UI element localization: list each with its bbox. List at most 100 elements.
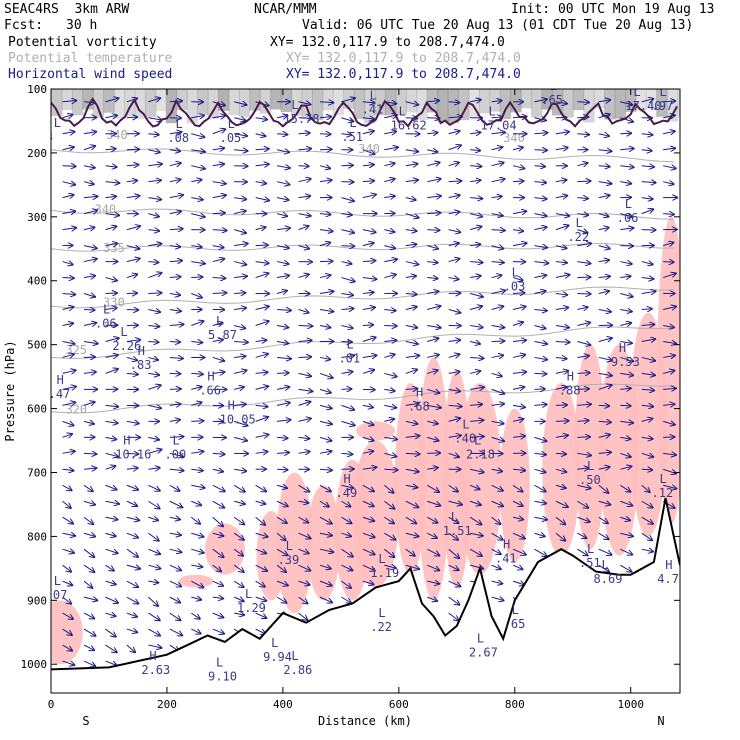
wind-vector (148, 357, 158, 360)
extremum-value: .05 (220, 131, 242, 145)
wind-vector (191, 262, 205, 264)
extremum-letter: L (216, 655, 223, 669)
wind-vector (169, 612, 181, 620)
wind-vector (341, 134, 351, 135)
wind-vector (512, 565, 523, 569)
wind-vector (663, 404, 674, 405)
wind-vector (620, 148, 633, 149)
wind-vector (298, 532, 311, 538)
extremum-letter: L (587, 542, 594, 556)
wind-vector (212, 580, 223, 586)
wind-vector (169, 310, 181, 312)
wind-speed-shade (458, 383, 502, 575)
wind-vector (276, 596, 286, 603)
extremum-value: 2.86 (283, 663, 312, 677)
wind-vector (577, 532, 586, 538)
wind-vector (491, 437, 504, 441)
wind-vector (663, 101, 675, 102)
extremum-value: 2.18 (466, 448, 495, 462)
wind-vector (276, 115, 287, 117)
wind-vector (234, 501, 245, 504)
theta-contour (51, 326, 675, 359)
wind-vector (620, 262, 631, 264)
wind-vector (427, 564, 439, 570)
wind-vector (598, 195, 610, 197)
wind-vector (62, 195, 74, 198)
wind-vector (255, 516, 265, 525)
wind-vector (255, 306, 269, 309)
wind-vector (105, 421, 117, 423)
wind-vector (362, 467, 376, 469)
wind-vector (83, 580, 92, 588)
pv-shade-cell (155, 89, 167, 111)
wind-vector (577, 181, 590, 182)
wind-vector (641, 469, 652, 470)
wind-vector (512, 147, 523, 149)
wind-vector (298, 451, 310, 453)
theta-contour (51, 383, 675, 414)
pv-shade-cell (217, 89, 230, 111)
wind-vector (212, 357, 224, 361)
wind-vector (491, 548, 501, 554)
wind-vector (148, 310, 160, 313)
extremum-value: .65 (504, 617, 526, 631)
wind-vector (62, 564, 71, 572)
wind-vector (83, 501, 95, 504)
wind-vector (470, 166, 481, 167)
wind-vector (62, 402, 76, 405)
wind-vector (62, 307, 74, 310)
wind-vector (362, 370, 374, 374)
wind-vector (577, 420, 588, 421)
wind-vector (319, 405, 332, 408)
wind-vector (534, 246, 547, 248)
wind-vector (298, 373, 311, 376)
wind-vector (169, 484, 180, 491)
wind-vector (298, 274, 309, 277)
wind-vector (148, 118, 161, 120)
wind-vector (62, 323, 74, 325)
wind-vector (577, 307, 587, 309)
wind-vector (105, 278, 116, 281)
wind-vector (191, 501, 201, 505)
wind-vector (105, 548, 117, 553)
wind-vector (276, 150, 289, 153)
wind-vector (277, 452, 289, 453)
wind-vector (555, 371, 568, 374)
wind-vector (384, 259, 397, 261)
wind-vector (641, 500, 653, 507)
wind-vector (555, 294, 567, 295)
wind-vector (255, 484, 266, 491)
wind-vector (641, 278, 654, 279)
wind-vector (169, 453, 183, 456)
extremum-value: .68 (408, 400, 430, 414)
wind-vector (362, 243, 374, 246)
wind-vector (577, 356, 589, 358)
wind-vector (491, 147, 503, 150)
wind-vector (83, 341, 98, 343)
wind-vector (448, 102, 460, 103)
wind-vector (255, 198, 269, 201)
wind-vector (126, 196, 139, 198)
wind-vector (384, 325, 396, 326)
wind-vector (534, 437, 546, 441)
wind-vector (663, 148, 675, 150)
wind-vector (83, 564, 94, 572)
wind-vector (62, 434, 72, 437)
wind-vector (276, 532, 286, 540)
wind-vector (426, 484, 439, 492)
init-time: Init: 00 UTC Mon 19 Aug 13 (511, 2, 715, 17)
extremum-value: 17.40 (625, 99, 661, 113)
wind-vector (491, 565, 501, 569)
wind-vector (62, 341, 75, 343)
wind-vector (427, 213, 440, 214)
wind-vector (148, 273, 161, 279)
wind-vector (105, 405, 118, 406)
wind-vector (83, 468, 96, 469)
wind-vector (534, 275, 546, 277)
wind-speed-shade (394, 383, 427, 575)
wind-vector (427, 278, 437, 279)
terrain-line (51, 497, 680, 671)
wind-vector (491, 581, 503, 584)
wind-vector (341, 325, 352, 328)
wind-vector (512, 387, 524, 390)
